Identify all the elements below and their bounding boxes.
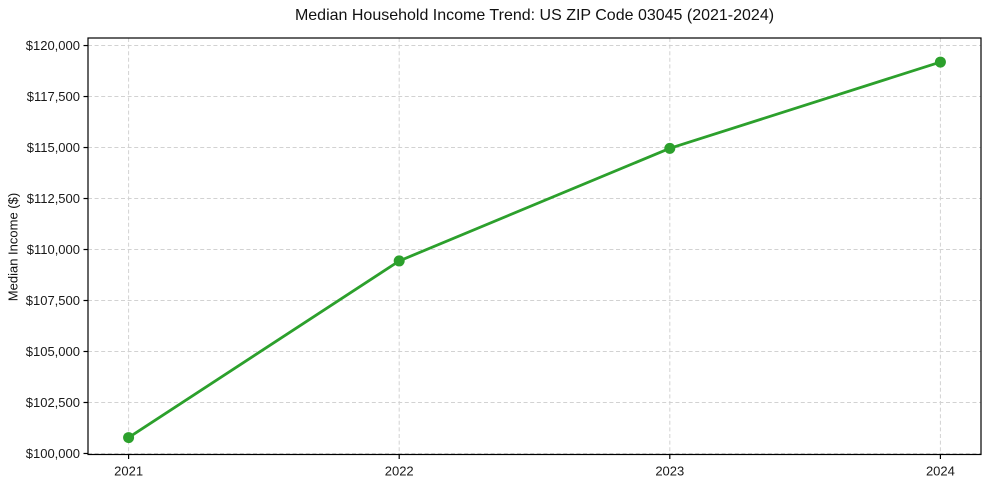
- y-tick-label: $112,500: [27, 191, 80, 206]
- y-tick-label: $115,000: [27, 140, 80, 155]
- x-tick-label: 2022: [385, 464, 414, 479]
- y-tick-label: $100,000: [26, 446, 80, 461]
- chart-title: Median Household Income Trend: US ZIP Co…: [294, 7, 775, 24]
- x-tick-label: 2023: [655, 464, 684, 479]
- y-tick-label: $110,000: [27, 242, 80, 257]
- axes-spines: [87, 37, 982, 456]
- data-point-marker: [123, 432, 135, 444]
- y-tick-label: $120,000: [26, 38, 80, 53]
- y-tick-label: $105,000: [26, 344, 80, 359]
- x-tick-label: 2024: [926, 464, 955, 479]
- x-tick-label: 2021: [114, 464, 143, 479]
- income-trend-line: [127, 60, 941, 439]
- data-point-marker: [393, 255, 405, 267]
- data-point-marker: [664, 142, 676, 154]
- data-point-marker: [934, 56, 946, 68]
- y-tick-label: $102,500: [26, 395, 80, 410]
- y-tick-label: $107,500: [26, 293, 80, 308]
- y-tick-label: $117,500: [27, 89, 80, 104]
